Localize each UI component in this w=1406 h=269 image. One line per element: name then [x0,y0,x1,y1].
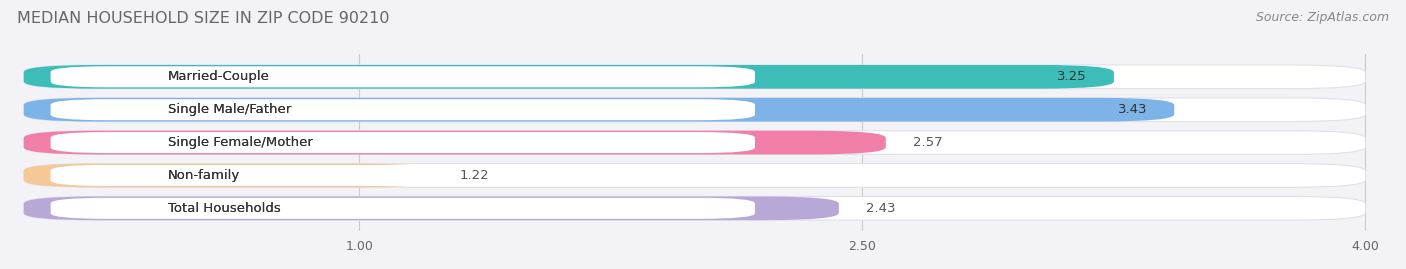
Text: 2.43: 2.43 [866,202,896,215]
Text: Non-family: Non-family [169,169,240,182]
Text: MEDIAN HOUSEHOLD SIZE IN ZIP CODE 90210: MEDIAN HOUSEHOLD SIZE IN ZIP CODE 90210 [17,11,389,26]
Text: Source: ZipAtlas.com: Source: ZipAtlas.com [1256,11,1389,24]
FancyBboxPatch shape [24,98,1365,122]
Text: Single Female/Mother: Single Female/Mother [169,136,314,149]
FancyBboxPatch shape [24,196,1365,220]
FancyBboxPatch shape [51,132,755,153]
FancyBboxPatch shape [24,164,1365,187]
Text: Married-Couple: Married-Couple [169,70,270,83]
Text: Non-family: Non-family [169,169,240,182]
Text: 3.43: 3.43 [1118,103,1147,116]
Text: 3.25: 3.25 [1057,70,1087,83]
FancyBboxPatch shape [24,65,1365,89]
Text: 1.22: 1.22 [460,169,489,182]
FancyBboxPatch shape [51,165,755,186]
FancyBboxPatch shape [24,131,1365,154]
FancyBboxPatch shape [24,98,1174,122]
FancyBboxPatch shape [24,131,886,154]
Text: Single Male/Father: Single Male/Father [169,103,291,116]
FancyBboxPatch shape [51,66,755,87]
Text: Total Households: Total Households [169,202,281,215]
FancyBboxPatch shape [51,99,755,120]
Text: 2.57: 2.57 [912,136,942,149]
Text: Single Male/Father: Single Male/Father [169,103,291,116]
FancyBboxPatch shape [24,196,839,220]
Text: Single Female/Mother: Single Female/Mother [169,136,314,149]
Text: Married-Couple: Married-Couple [169,70,270,83]
FancyBboxPatch shape [24,164,433,187]
FancyBboxPatch shape [51,198,755,219]
Text: Total Households: Total Households [169,202,281,215]
FancyBboxPatch shape [24,65,1114,89]
